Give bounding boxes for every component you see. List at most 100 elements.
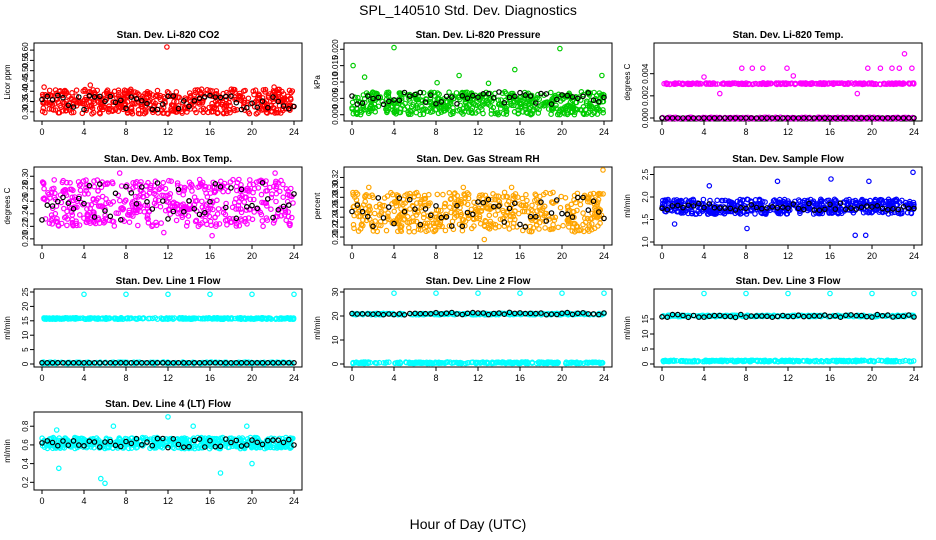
data-point-outlier (485, 80, 492, 87)
data-point (508, 101, 514, 107)
hourly-point (879, 115, 886, 121)
hourly-point (690, 115, 697, 121)
data-point (58, 199, 65, 206)
data-point (529, 111, 535, 117)
data-point (278, 213, 285, 219)
data-point (181, 187, 187, 194)
data-point (819, 114, 825, 121)
data-point (165, 206, 172, 213)
data-point (64, 208, 70, 215)
x-tick-label: 12 (783, 127, 793, 137)
data-point (196, 183, 203, 190)
data-point (88, 104, 95, 110)
data-point (207, 87, 213, 94)
data-point (746, 81, 753, 87)
data-point (663, 81, 670, 88)
x-tick-label: 0 (349, 127, 354, 137)
data-point (275, 91, 282, 98)
hourly-point (118, 97, 124, 104)
data-point (268, 109, 275, 115)
data-point (820, 80, 826, 87)
data-point (413, 109, 420, 116)
y-tick-label: 1.0 (641, 236, 650, 248)
data-point (186, 90, 193, 96)
data-point (278, 177, 284, 184)
hourly-point (70, 104, 77, 110)
data-point (581, 111, 587, 118)
data-point (882, 81, 889, 87)
x-tick-label: 12 (163, 127, 173, 137)
data-point (586, 104, 593, 110)
data-point (446, 89, 452, 96)
hourly-point (97, 93, 103, 100)
x-tick-label: 12 (473, 127, 483, 137)
panel-title: Stan. Dev. Line 2 Flow (426, 276, 531, 287)
hourly-point (685, 115, 692, 121)
x-tick-label: 24 (599, 251, 609, 261)
x-tick-label: 20 (247, 251, 257, 261)
data-point (105, 109, 112, 115)
hourly-point (60, 94, 66, 101)
data-point (388, 103, 395, 110)
data-point (484, 100, 490, 106)
data-point (49, 186, 55, 192)
data-point (213, 221, 220, 227)
panel-title: Stan. Dev. Line 1 Flow (116, 276, 221, 287)
data-point (677, 115, 683, 122)
data-point (529, 108, 536, 114)
data-point (110, 99, 116, 105)
hourly-point (837, 115, 844, 121)
data-point (106, 103, 112, 110)
hourly-point (364, 93, 371, 99)
data-point (141, 209, 148, 215)
hourly-point (764, 115, 770, 121)
hourly-point (695, 115, 702, 121)
data-point (231, 105, 237, 112)
data-point-outlier (744, 225, 750, 232)
data-point (420, 111, 427, 118)
hourly-point (275, 98, 282, 105)
hourly-point (790, 115, 797, 121)
data-point (459, 227, 466, 234)
hourly-point (827, 115, 833, 121)
data-point (375, 103, 382, 110)
data-point (113, 210, 120, 216)
data-point (206, 184, 212, 191)
data-point (211, 184, 218, 190)
hourly-point (175, 105, 182, 112)
hourly-point (506, 94, 513, 101)
x-tick-label: 24 (289, 373, 299, 383)
x-tick-label: 16 (825, 251, 835, 261)
data-point (251, 196, 257, 203)
data-point (461, 108, 468, 115)
data-point-outlier (350, 62, 356, 69)
data-point (138, 101, 144, 108)
data-point (173, 89, 180, 95)
data-point (545, 106, 552, 112)
data-point-outlier (852, 232, 859, 239)
hourly-point (869, 115, 875, 121)
data-point-outlier (909, 65, 915, 72)
data-point (503, 105, 509, 112)
data-point (273, 198, 279, 205)
y-tick-label: 0.45 (21, 73, 30, 89)
data-point (227, 219, 234, 226)
data-point (110, 180, 116, 187)
data-point (153, 202, 160, 209)
data-point (48, 212, 55, 218)
data-point-outlier (198, 86, 205, 93)
data-point (55, 99, 61, 105)
x-tick-label: 12 (783, 251, 793, 261)
hourly-point (375, 195, 382, 201)
x-tick-label: 16 (825, 127, 835, 137)
data-point (180, 205, 187, 212)
data-point (523, 100, 529, 107)
hourly-point (779, 115, 786, 121)
hourly-point (674, 115, 681, 121)
hourly-point (212, 94, 219, 100)
data-point (600, 91, 607, 98)
data-point (218, 178, 224, 185)
data-point (492, 212, 499, 218)
data-point (549, 107, 555, 113)
